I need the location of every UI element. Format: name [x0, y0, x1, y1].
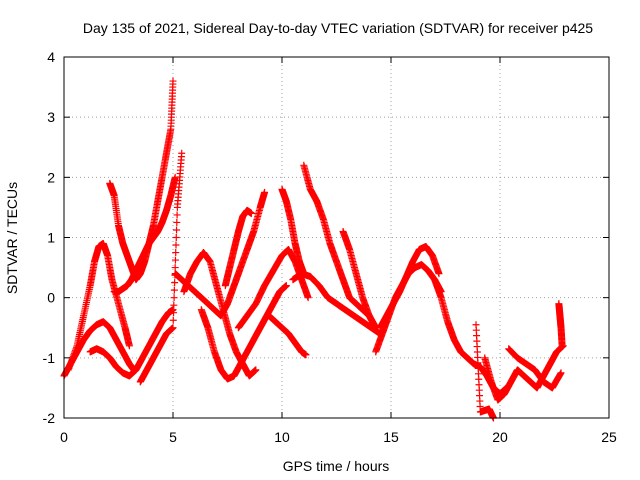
- data-point: [172, 241, 180, 249]
- data-point: [261, 188, 269, 196]
- data-point: [170, 294, 178, 302]
- data-point: [171, 256, 179, 264]
- data-point: [172, 234, 180, 241]
- series-track-1: [60, 318, 138, 380]
- y-tick-label: 0: [47, 290, 55, 306]
- series-track-5: [86, 306, 177, 380]
- data-point: [173, 211, 181, 219]
- series-track-20: [481, 342, 567, 404]
- data-point: [125, 342, 133, 350]
- data-point: [169, 324, 177, 332]
- x-tick-label: 0: [60, 429, 68, 445]
- data-point: [170, 286, 178, 294]
- series-track-6: [136, 149, 186, 386]
- chart-title: Day 135 of 2021, Sidereal Day-to-day VTE…: [83, 20, 593, 36]
- data-point: [170, 309, 178, 317]
- data-point: [169, 77, 177, 85]
- series-track-4: [110, 173, 179, 296]
- y-tick-label: 3: [47, 109, 55, 125]
- x-tick-label: 5: [169, 429, 177, 445]
- x-tick-label: 15: [383, 429, 399, 445]
- data-point: [304, 294, 312, 302]
- y-axis-label: SDTVAR / TECUs: [4, 182, 20, 294]
- data-point: [169, 316, 177, 324]
- grid-lines: [64, 57, 609, 418]
- series-track-2: [64, 240, 133, 374]
- data-point: [173, 218, 181, 226]
- series-track-18: [376, 243, 443, 332]
- y-tick-label: -2: [43, 410, 56, 426]
- series-track-8: [180, 249, 260, 380]
- y-tick-label: 4: [47, 49, 55, 65]
- data-point: [171, 264, 179, 272]
- series-track-22: [555, 300, 566, 350]
- data-point: [247, 209, 255, 217]
- x-tick-label: 20: [492, 429, 508, 445]
- series-track-12: [265, 312, 310, 359]
- data-point: [172, 249, 180, 257]
- y-tick-label: 1: [47, 230, 55, 246]
- data-point: [171, 279, 179, 287]
- data-point: [252, 366, 260, 374]
- data-point: [173, 226, 181, 234]
- x-tick-label: 25: [601, 429, 617, 445]
- y-tick-label: 2: [47, 169, 55, 185]
- data-points: [60, 77, 567, 422]
- series-track-3: [106, 77, 177, 284]
- x-axis-label: GPS time / hours: [283, 458, 390, 474]
- data-point: [282, 282, 290, 290]
- data-point: [178, 149, 186, 157]
- data-point: [170, 301, 178, 309]
- x-tick-label: 10: [274, 429, 290, 445]
- series-track-10: [221, 206, 255, 290]
- series-track-19: [431, 276, 511, 398]
- y-tick-label: -1: [43, 350, 56, 366]
